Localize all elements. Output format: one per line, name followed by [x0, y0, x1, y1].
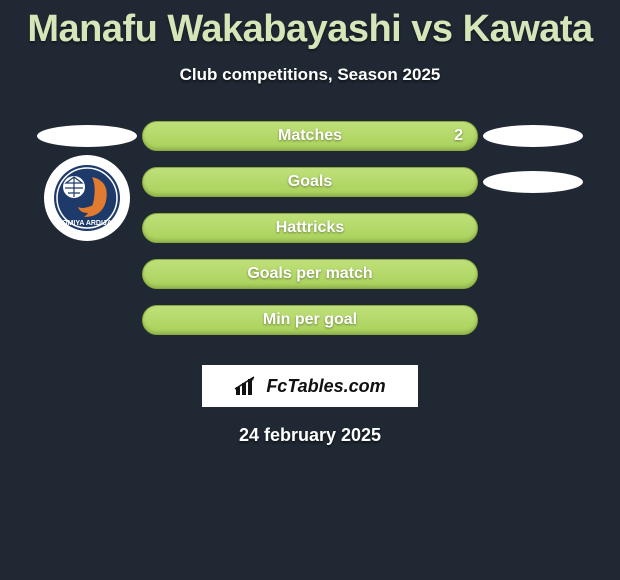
row-min-per-goal: Min per goal — [0, 297, 620, 343]
row-goals: OMIYA ARDIJA Goals — [0, 159, 620, 205]
date-label: 24 february 2025 — [0, 425, 620, 446]
row-hattricks: Hattricks — [0, 205, 620, 251]
left-slot-mpg — [32, 297, 142, 343]
bar-value: 2 — [454, 127, 463, 145]
left-slot-goals: OMIYA ARDIJA — [32, 159, 142, 205]
right-pill — [483, 125, 583, 147]
bar-label: Matches — [278, 127, 342, 145]
right-slot-goals — [478, 159, 588, 205]
bar-min-per-goal: Min per goal — [142, 305, 478, 335]
right-slot-gpm — [478, 251, 588, 297]
left-slot-hattricks — [32, 205, 142, 251]
bar-goals-per-match: Goals per match — [142, 259, 478, 289]
bar-label: Goals per match — [247, 265, 372, 283]
left-slot-gpm — [32, 251, 142, 297]
right-slot-mpg — [478, 297, 588, 343]
bar-label: Min per goal — [263, 311, 357, 329]
bar-label: Goals — [288, 173, 332, 191]
right-pill — [483, 171, 583, 193]
bar-matches: Matches 2 — [142, 121, 478, 151]
page-title: Manafu Wakabayashi vs Kawata — [0, 0, 620, 51]
bar-goals: Goals — [142, 167, 478, 197]
fctables-logo: FcTables.com — [202, 365, 418, 407]
row-matches: Matches 2 — [0, 113, 620, 159]
bar-label: Hattricks — [276, 219, 344, 237]
right-slot-matches — [478, 113, 588, 159]
left-pill — [37, 125, 137, 147]
bar-hattricks: Hattricks — [142, 213, 478, 243]
page-subtitle: Club competitions, Season 2025 — [0, 65, 620, 85]
row-goals-per-match: Goals per match — [0, 251, 620, 297]
bar-chart-icon — [234, 375, 260, 397]
right-slot-hattricks — [478, 205, 588, 251]
logo-text: FcTables.com — [266, 376, 385, 397]
left-slot-matches — [32, 113, 142, 159]
comparison-rows: Matches 2 OMIYA ARDIJA Goals — [0, 113, 620, 343]
